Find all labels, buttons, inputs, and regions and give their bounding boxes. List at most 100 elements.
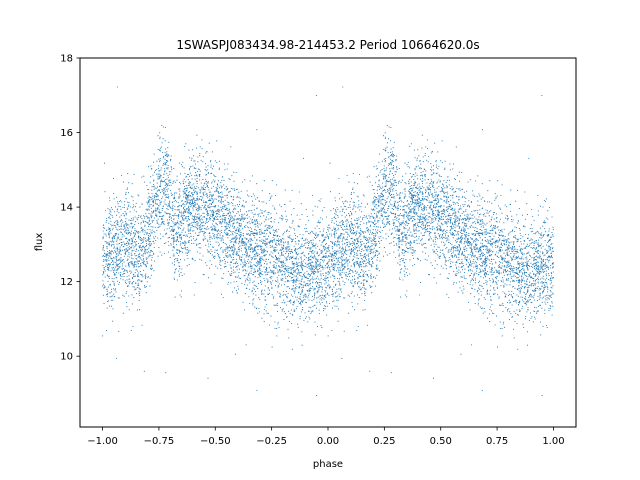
data-point [448, 212, 450, 215]
data-point [199, 179, 201, 181]
data-point [533, 310, 535, 312]
data-point [378, 236, 380, 238]
data-point [158, 167, 160, 169]
data-point [421, 224, 423, 226]
data-point [463, 234, 466, 236]
data-point [228, 178, 230, 180]
data-point [118, 263, 120, 265]
data-point [187, 197, 189, 199]
data-point [195, 207, 197, 209]
data-point [392, 165, 395, 167]
data-point [141, 249, 144, 251]
data-point [408, 208, 410, 210]
data-point [347, 234, 349, 236]
data-point [188, 194, 190, 196]
data-point [114, 269, 116, 271]
data-point [426, 159, 428, 161]
data-point [210, 191, 212, 193]
data-point [351, 188, 354, 190]
data-point [306, 266, 308, 268]
data-point [297, 265, 299, 268]
data-point [238, 246, 240, 249]
data-point [334, 197, 336, 199]
data-point [489, 306, 492, 308]
data-point [413, 191, 415, 193]
data-point [529, 228, 531, 230]
data-point [270, 282, 272, 284]
data-point [463, 248, 465, 250]
data-point [182, 202, 184, 204]
data-point [232, 256, 234, 258]
data-point [224, 206, 226, 208]
data-point [435, 173, 437, 175]
data-point [112, 308, 114, 310]
data-point [440, 205, 442, 207]
data-point [493, 271, 496, 273]
data-point [414, 250, 416, 252]
data-point [509, 301, 512, 303]
data-point [243, 265, 245, 267]
data-point [513, 292, 515, 294]
data-point [406, 205, 408, 207]
data-point [340, 274, 342, 276]
data-point [467, 254, 469, 256]
data-point [481, 220, 483, 222]
data-point [545, 198, 547, 200]
data-point [118, 251, 120, 253]
data-point [505, 293, 507, 295]
data-point [319, 240, 321, 242]
data-point [311, 272, 313, 274]
data-point [431, 264, 433, 266]
data-point [406, 164, 408, 166]
data-point [197, 210, 199, 212]
data-point [203, 230, 205, 232]
data-point [298, 273, 300, 275]
data-point [235, 228, 237, 230]
data-point [316, 325, 319, 327]
data-point [277, 257, 279, 259]
data-point [415, 201, 417, 203]
data-point [119, 246, 121, 248]
data-point [490, 274, 492, 276]
data-point [264, 244, 267, 247]
data-point [188, 263, 190, 265]
data-point [534, 316, 536, 318]
data-point [191, 174, 193, 176]
data-point [379, 188, 381, 190]
data-point [179, 294, 181, 296]
data-point [192, 202, 194, 204]
data-point [461, 212, 463, 215]
data-point [104, 270, 106, 272]
data-point [159, 150, 161, 152]
data-point [225, 228, 228, 230]
data-point [176, 252, 179, 255]
data-point [223, 212, 225, 215]
data-point [233, 287, 236, 289]
data-point [309, 259, 311, 261]
data-point [375, 197, 378, 199]
data-point [495, 213, 497, 215]
data-point [537, 281, 539, 283]
data-point [419, 197, 421, 199]
data-point [211, 195, 213, 198]
data-point [310, 279, 312, 281]
data-point [317, 271, 319, 274]
data-point [459, 271, 462, 273]
data-point [456, 238, 458, 240]
data-point [526, 278, 528, 280]
data-point [413, 217, 415, 219]
data-point [261, 210, 263, 212]
data-point [382, 221, 384, 223]
data-point [436, 197, 438, 199]
data-point [198, 168, 200, 170]
data-point [140, 243, 142, 245]
data-point [428, 195, 430, 197]
data-point [333, 222, 335, 224]
data-point [208, 195, 210, 198]
data-point [139, 245, 141, 247]
data-point [180, 220, 182, 222]
data-point [458, 230, 460, 233]
data-point [301, 278, 303, 280]
data-point [177, 249, 179, 251]
data-point [550, 294, 552, 296]
